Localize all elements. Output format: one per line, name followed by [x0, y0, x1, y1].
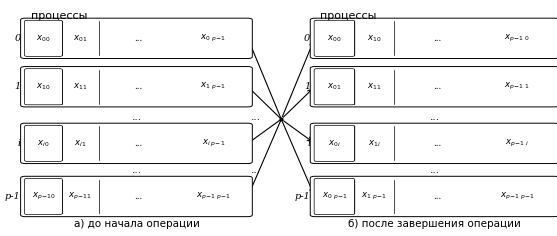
Text: ...: ...	[131, 112, 141, 122]
Text: $x_{10}$: $x_{10}$	[367, 33, 381, 44]
Text: $x_{i0}$: $x_{i0}$	[37, 138, 50, 149]
Text: ...: ...	[135, 139, 143, 148]
Text: i: i	[17, 139, 21, 148]
Text: $x_{11}$: $x_{11}$	[367, 81, 381, 92]
FancyBboxPatch shape	[25, 69, 62, 105]
Text: $x_{1\ p\!-\!1}$: $x_{1\ p\!-\!1}$	[361, 191, 387, 202]
Text: $x_{00}$: $x_{00}$	[36, 33, 51, 44]
Text: процессы: процессы	[320, 11, 377, 21]
FancyBboxPatch shape	[310, 176, 557, 217]
Text: $x_{1\ p\!-\!1}$: $x_{1\ p\!-\!1}$	[201, 81, 226, 92]
Text: $x_{p\!-\!1\ 1}$: $x_{p\!-\!1\ 1}$	[504, 81, 530, 92]
FancyBboxPatch shape	[310, 123, 557, 164]
Text: $x_{01}$: $x_{01}$	[73, 33, 87, 44]
Text: p-1: p-1	[295, 192, 310, 201]
Text: $x_{00}$: $x_{00}$	[327, 33, 342, 44]
FancyBboxPatch shape	[310, 18, 557, 59]
Text: ...: ...	[433, 139, 441, 148]
FancyBboxPatch shape	[314, 178, 355, 215]
Text: ...: ...	[433, 82, 441, 91]
Text: ...: ...	[251, 165, 261, 175]
Text: $x_{0\ p\!-\!1}$: $x_{0\ p\!-\!1}$	[201, 33, 226, 44]
Text: $x_{p\!-\!11}$: $x_{p\!-\!11}$	[69, 191, 92, 202]
Text: $x_{i\ p\!-\!1}$: $x_{i\ p\!-\!1}$	[202, 138, 225, 149]
Text: $x_{p\!-\!10}$: $x_{p\!-\!10}$	[32, 191, 55, 202]
Text: $x_{1i}$: $x_{1i}$	[368, 138, 380, 149]
FancyBboxPatch shape	[21, 123, 252, 164]
Text: $x_{p\!-\!1\ p\!-\!1}$: $x_{p\!-\!1\ p\!-\!1}$	[500, 191, 535, 202]
FancyBboxPatch shape	[314, 125, 355, 161]
Text: процессы: процессы	[31, 11, 87, 21]
FancyBboxPatch shape	[25, 178, 62, 215]
Text: ...: ...	[429, 165, 439, 175]
Text: $x_{11}$: $x_{11}$	[73, 81, 87, 92]
FancyBboxPatch shape	[310, 67, 557, 107]
FancyBboxPatch shape	[25, 20, 62, 56]
FancyBboxPatch shape	[314, 69, 355, 105]
FancyBboxPatch shape	[21, 176, 252, 217]
Text: ...: ...	[433, 34, 441, 43]
FancyBboxPatch shape	[21, 18, 252, 59]
FancyBboxPatch shape	[21, 67, 252, 107]
Text: $x_{01}$: $x_{01}$	[328, 81, 341, 92]
Text: $x_{0\ p\!-\!1}$: $x_{0\ p\!-\!1}$	[321, 191, 348, 202]
Text: ...: ...	[433, 192, 441, 201]
Text: ...: ...	[135, 34, 143, 43]
Text: а) до начала операции: а) до начала операции	[74, 219, 199, 229]
Text: ...: ...	[135, 192, 143, 201]
FancyBboxPatch shape	[314, 20, 355, 56]
Text: p-1: p-1	[5, 192, 21, 201]
Text: $x_{10}$: $x_{10}$	[36, 81, 51, 92]
Text: 1: 1	[14, 82, 21, 91]
Text: ...: ...	[131, 165, 141, 175]
Text: 0: 0	[14, 34, 21, 43]
Text: 1: 1	[304, 82, 310, 91]
Text: i: i	[307, 139, 310, 148]
Text: ...: ...	[251, 112, 261, 122]
Text: 0: 0	[304, 34, 310, 43]
Text: ...: ...	[135, 82, 143, 91]
Text: $x_{0i}$: $x_{0i}$	[328, 138, 341, 149]
Text: $x_{p\!-\!1\ p\!-\!1}$: $x_{p\!-\!1\ p\!-\!1}$	[196, 191, 231, 202]
Text: $x_{p\!-\!1\ 0}$: $x_{p\!-\!1\ 0}$	[504, 33, 530, 44]
Text: ...: ...	[429, 112, 439, 122]
Text: $x_{i1}$: $x_{i1}$	[74, 138, 86, 149]
Text: $x_{p\!-\!1\ i}$: $x_{p\!-\!1\ i}$	[505, 138, 529, 149]
Text: б) после завершения операции: б) после завершения операции	[348, 219, 521, 229]
FancyBboxPatch shape	[25, 125, 62, 161]
